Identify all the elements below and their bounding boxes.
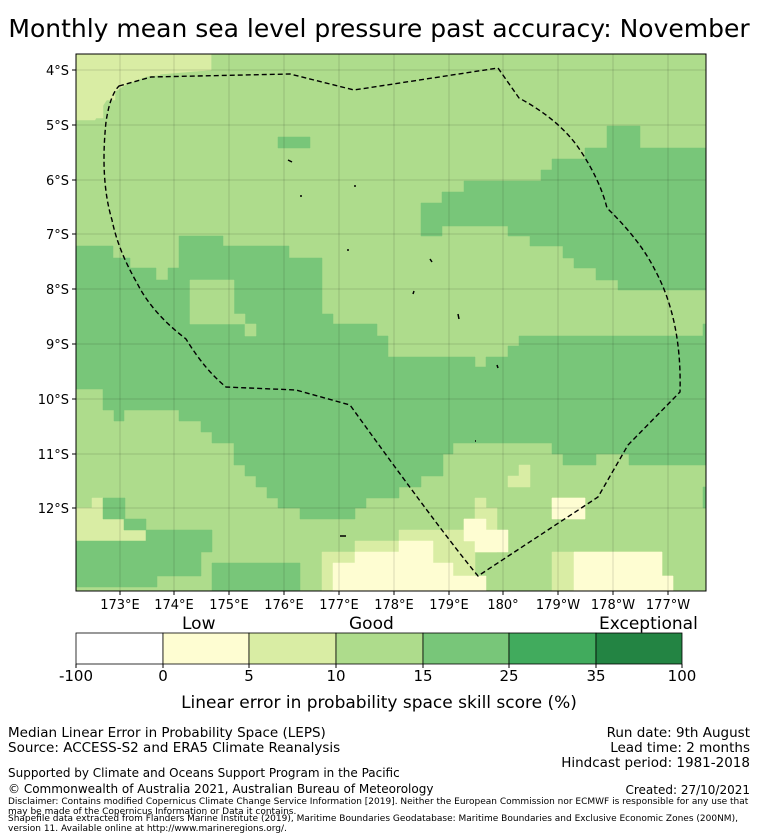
copyright-text: © Commonwealth of Australia 2021, Austra… [8, 782, 434, 796]
latitude-label: 12°S [38, 502, 69, 517]
hindcast-period: Hindcast period: 1981-2018 [561, 755, 750, 771]
latitude-label: 6°S [46, 174, 69, 189]
skill-region [277, 136, 311, 149]
colorbar-segment [75, 632, 164, 665]
longitude-label: 178°W [591, 598, 635, 613]
skill-region [75, 497, 213, 588]
longitude-label: 178°E [374, 598, 414, 613]
skill-region [211, 562, 301, 592]
skill-region [189, 279, 257, 337]
latitude-label: 11°S [38, 448, 69, 463]
map-frame [75, 53, 707, 592]
map-title: Monthly mean sea level pressure past acc… [8, 14, 750, 43]
colorbar-label: Linear error in probability space skill … [181, 693, 577, 713]
lead-time: Lead time: 2 months [610, 740, 750, 756]
eez-boundary [103, 67, 681, 577]
colorbar-tick: 5 [244, 667, 254, 685]
source-text: Source: ACCESS-S2 and ERA5 Climate Reana… [8, 740, 341, 756]
longitude-label: 173°E [100, 598, 140, 613]
latitude-label: 7°S [46, 228, 69, 243]
support-text: Supported by Climate and Oceans Support … [8, 766, 400, 780]
colorbar-segment [595, 632, 683, 665]
colorbar-tick: -100 [58, 667, 94, 685]
longitude-label: 177°E [319, 598, 359, 613]
longitude-label: 176°E [264, 598, 304, 613]
skill-region [507, 464, 531, 488]
skill-region [463, 518, 509, 553]
colorbar-tick: 15 [413, 667, 433, 685]
colorbar-tick: 100 [667, 667, 697, 685]
colorbar-heading-low: Low [182, 614, 216, 634]
graticule [72, 54, 706, 595]
shapefile-credit: Shapefile data extracted from Flanders M… [8, 814, 738, 834]
skill-region [75, 53, 212, 121]
colorbar-tick: 0 [158, 667, 168, 685]
colorbar-segment [248, 632, 337, 665]
latitude-label: 5°S [46, 119, 69, 134]
latitude-label: 10°S [38, 393, 69, 408]
longitude-label: 174°E [154, 598, 194, 613]
longitude-label: 179°W [536, 598, 580, 613]
longitude-labels: 173°E 174°E 175°E 176°E 177°E 178°E 179°E 180° 1… [100, 598, 690, 613]
colorbar-tick: 25 [499, 667, 519, 685]
skill-field [75, 53, 707, 592]
colorbar-segment [162, 632, 250, 665]
longitude-label: 180° [487, 598, 518, 613]
skill-region [573, 551, 674, 592]
created-date: Created: 27/10/2021 [625, 783, 750, 797]
colorbar-segment [335, 632, 424, 665]
longitude-label: 179°E [429, 598, 469, 613]
colorbar-segment [508, 632, 597, 665]
latitude-label: 9°S [46, 338, 69, 353]
latitude-label: 4°S [46, 64, 69, 79]
colorbar-heading-exceptional: Exceptional [599, 614, 698, 634]
colorbar-tick: 35 [586, 667, 606, 685]
longitude-label: 177°W [646, 598, 690, 613]
run-date: Run date: 9th August [606, 725, 750, 741]
colorbar-heading-good: Good [349, 614, 394, 634]
disclaimer-text: Disclaimer: Contains modified Copernicus… [8, 797, 749, 817]
latitude-labels: 4°S 5°S 6°S 7°S 8°S 9°S 10°S 11°S 12°S [38, 64, 69, 517]
longitude-label: 175°E [209, 598, 249, 613]
method-text: Median Linear Error in Probability Space… [8, 725, 326, 741]
colorbar-tick: 10 [326, 667, 346, 685]
islands [287, 159, 499, 537]
latitude-label: 8°S [46, 283, 69, 298]
colorbar [75, 632, 683, 668]
skill-region [551, 497, 586, 520]
colorbar-segment [422, 632, 510, 665]
